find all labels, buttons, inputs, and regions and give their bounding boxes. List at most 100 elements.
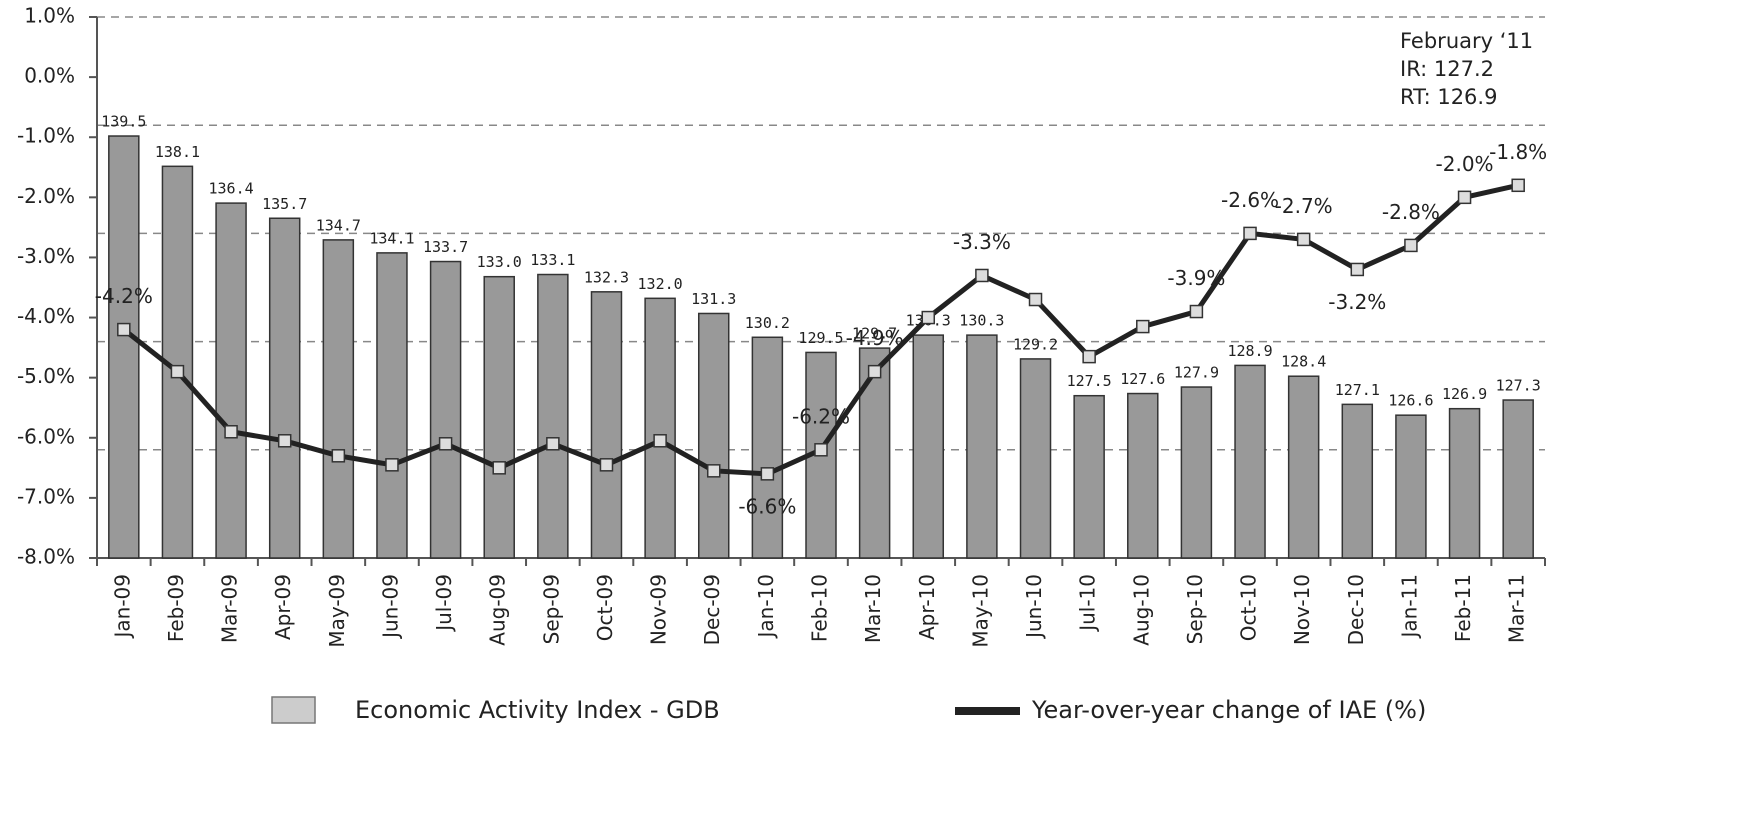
bar — [1502, 399, 1534, 559]
bar-label: 133.0 — [477, 253, 522, 271]
bar-label: 132.0 — [638, 275, 683, 293]
x-tick-label: Feb-09 — [164, 574, 188, 642]
x-tick-label: Jan-09 — [110, 574, 134, 640]
bar — [697, 312, 730, 559]
bar-label: 128.9 — [1227, 342, 1272, 360]
x-tick-label: Apr-09 — [271, 574, 295, 640]
point-marker — [492, 461, 506, 475]
bar-label: 134.1 — [369, 229, 414, 247]
point-marker — [814, 443, 828, 457]
x-tick-label: Aug-09 — [486, 574, 510, 646]
point-marker — [653, 434, 667, 448]
point-marker — [1296, 232, 1311, 247]
x-tick-label: Mar-11 — [1505, 574, 1529, 643]
bar — [1127, 392, 1159, 559]
bar-label: 129.7 — [852, 325, 897, 343]
point-marker — [117, 322, 131, 337]
y-tick-label: -4.0% — [17, 304, 75, 328]
x-tick-label: Jan-10 — [754, 574, 778, 640]
point-label: -3.2% — [1328, 290, 1386, 314]
legend-swatch — [271, 696, 316, 724]
y-tick-label: -2.0% — [17, 184, 75, 208]
point-label: -1.8% — [1489, 140, 1547, 164]
x-tick-label: Jul-10 — [1076, 574, 1100, 633]
y-tick-label: -6.0% — [17, 424, 75, 448]
bar-label: 135.7 — [262, 195, 307, 213]
x-tick-label: Aug-10 — [1129, 574, 1153, 646]
x-tick-label: Nov-10 — [1290, 574, 1314, 645]
y-tick-label: 1.0% — [24, 4, 75, 28]
bar-label: 126.6 — [1388, 392, 1433, 410]
y-tick-label: -7.0% — [17, 484, 75, 508]
point-label: -3.9% — [1167, 266, 1225, 290]
legend-label: Year-over-year change of IAE (%) — [1031, 696, 1426, 724]
point-marker — [975, 268, 989, 283]
annotation: IR: 127.2 — [1400, 57, 1494, 81]
bar — [1341, 403, 1374, 559]
y-tick-label: -5.0% — [17, 364, 75, 388]
point-label: -6.2% — [792, 404, 850, 428]
point-label: -6.6% — [738, 494, 796, 518]
bar — [1180, 386, 1213, 559]
x-tick-label: Nov-09 — [647, 574, 671, 645]
point-marker — [1243, 226, 1257, 241]
y-tick-label: 0.0% — [24, 64, 75, 88]
x-tick-label: Oct-10 — [1237, 574, 1261, 641]
bar-label: 132.3 — [584, 268, 629, 286]
x-tick-label: Sep-10 — [1183, 574, 1207, 644]
bar-label: 130.3 — [959, 312, 1004, 330]
point-marker — [224, 425, 238, 439]
y-tick-label: -8.0% — [17, 545, 75, 569]
x-tick-label: Jan-11 — [1397, 574, 1421, 640]
bar — [108, 135, 140, 559]
x-tick-label: Feb-11 — [1451, 574, 1475, 642]
bar — [644, 297, 676, 559]
bar — [376, 252, 408, 559]
point-marker — [760, 467, 775, 481]
point-marker — [438, 437, 453, 451]
x-tick-label: Jun-10 — [1022, 574, 1046, 640]
bar-label: 136.4 — [208, 180, 253, 198]
bar-label: 128.4 — [1281, 353, 1326, 371]
bar — [1073, 394, 1105, 559]
x-tick-label: Feb-10 — [808, 574, 832, 642]
bar-label: 133.7 — [423, 238, 468, 256]
point-marker — [1404, 238, 1418, 253]
bar-label: 127.1 — [1335, 381, 1380, 399]
point-marker — [1350, 262, 1365, 277]
point-label: -2.6% — [1221, 188, 1279, 212]
bar — [429, 260, 462, 559]
bar-label: 129.5 — [798, 329, 843, 347]
point-label: -2.8% — [1382, 200, 1440, 224]
bar-label: 127.9 — [1174, 364, 1219, 382]
x-tick-label: Dec-10 — [1344, 574, 1368, 645]
bar — [1019, 358, 1052, 559]
bar — [590, 291, 623, 559]
x-tick-label: Sep-09 — [539, 574, 563, 644]
bar-label: 127.3 — [1496, 377, 1541, 395]
point-label: -4.9% — [846, 326, 904, 350]
point-label: -2.0% — [1436, 152, 1494, 176]
point-label: -2.7% — [1275, 194, 1333, 218]
point-marker — [277, 434, 292, 448]
y-tick-label: -1.0% — [17, 124, 75, 148]
bar-label: 134.7 — [316, 216, 361, 234]
x-tick-label: Oct-09 — [593, 574, 617, 641]
bar-label: 138.1 — [155, 143, 200, 161]
point-marker — [170, 364, 185, 379]
x-tick-label: Jun-09 — [378, 574, 402, 640]
point-label: -3.3% — [953, 230, 1011, 254]
point-marker — [921, 310, 936, 325]
x-tick-label: Mar-09 — [218, 574, 242, 643]
bar — [1448, 407, 1481, 559]
bar — [215, 202, 247, 559]
point-marker — [599, 458, 614, 472]
bar — [751, 336, 784, 559]
x-tick-label: Apr-10 — [915, 574, 939, 640]
point-marker — [1028, 292, 1043, 307]
bar — [1234, 364, 1266, 559]
bar — [268, 217, 301, 559]
point-marker — [1511, 178, 1525, 193]
bar — [1287, 375, 1320, 559]
